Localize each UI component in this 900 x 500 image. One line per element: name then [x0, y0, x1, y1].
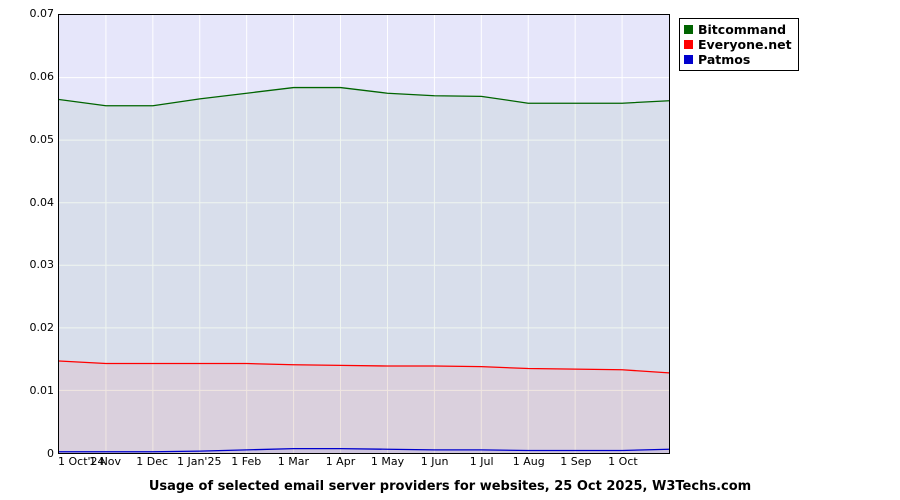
chart-caption: Usage of selected email server providers… [148, 479, 752, 494]
legend-item: Patmos [684, 52, 792, 67]
y-tick-label: 0 [47, 447, 54, 460]
legend-item: Bitcommand [684, 22, 792, 37]
legend-color-swatch-icon [684, 25, 693, 34]
x-tick-label: 1 Nov [89, 455, 122, 468]
x-tick-label: 1 Jan'25 [176, 455, 222, 468]
legend-color-swatch-icon [684, 40, 693, 49]
legend-item-label: Everyone.net [698, 37, 792, 52]
y-tick-label: 0.03 [29, 258, 55, 272]
plot-area [58, 14, 670, 454]
y-tick-label: 0.02 [29, 321, 55, 335]
y-tick-label: 0.05 [29, 132, 55, 146]
legend-item-label: Patmos [698, 52, 751, 67]
x-tick-label: 1 Oct [608, 455, 638, 468]
x-tick-label: 1 Jul [469, 455, 494, 468]
x-tick-label: 1 Sep [560, 455, 592, 468]
x-tick-label: 1 Aug [512, 455, 545, 468]
x-tick-label: 1 Mar [277, 455, 309, 468]
series-lines [59, 86, 669, 453]
x-tick-label: 1 Feb [231, 455, 262, 468]
legend-item-label: Bitcommand [698, 22, 787, 37]
y-tick-label: 0.07 [29, 7, 55, 20]
x-tick-label: 1 Dec [136, 455, 169, 468]
legend-item: Everyone.net [684, 37, 792, 52]
y-tick-label: 0.06 [29, 69, 55, 83]
x-tick-label: 1 Jun [420, 455, 449, 468]
y-axis: 0 0.01 0.02 0.03 0.04 0.05 0.06 0.07 [0, 0, 55, 500]
x-tick-label: 1 Apr [325, 455, 356, 468]
x-tick-label: 1 Oct'24 [58, 455, 105, 468]
legend: Bitcommand Everyone.net Patmos [679, 18, 799, 71]
y-tick-label: 0.04 [29, 195, 55, 209]
y-tick-label: 0.01 [29, 384, 55, 398]
x-axis: 1 Oct'24 1 Nov 1 Dec 1 Jan'25 1 Feb 1 Mar 1 Ap… [58, 456, 670, 472]
legend-color-swatch-icon [684, 55, 693, 64]
x-tick-label: 1 May [370, 455, 405, 468]
